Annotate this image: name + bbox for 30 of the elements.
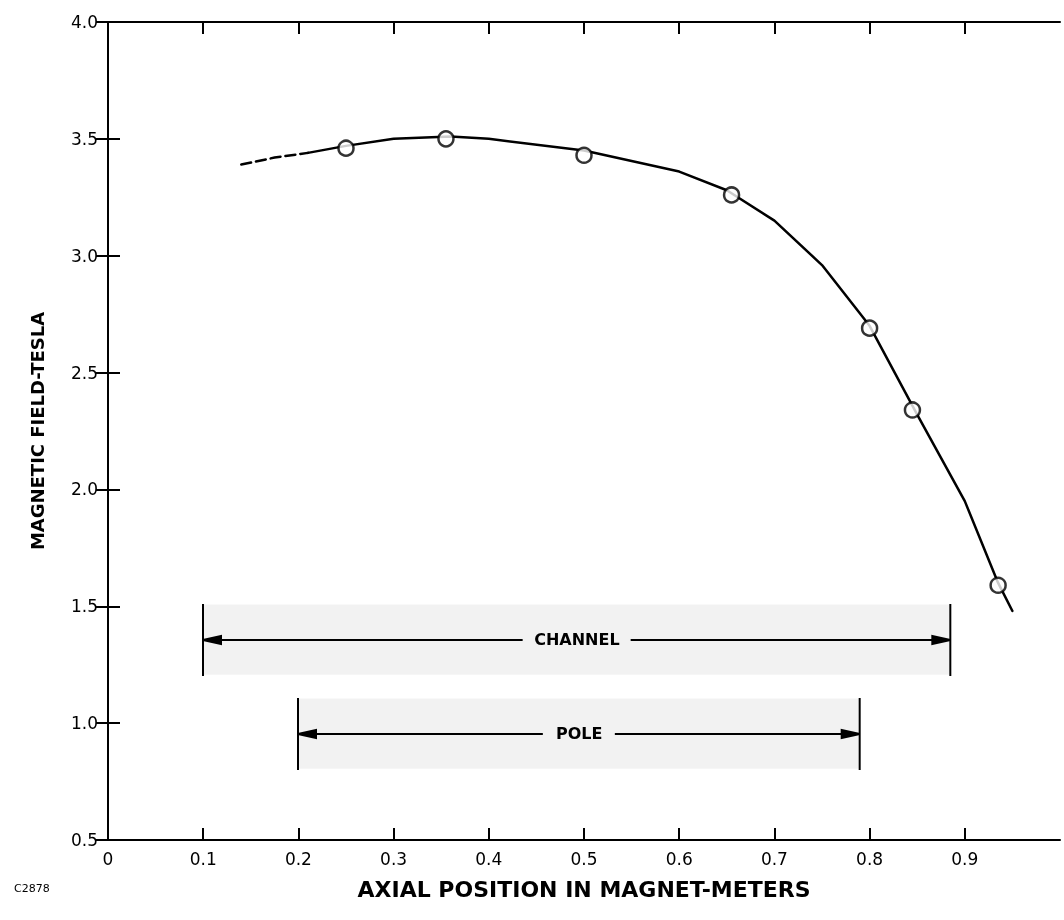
point (860, 319, 879, 337)
x-tick-label: 0.7 (760, 848, 788, 869)
point (989, 576, 1007, 594)
y-tick-label: 3.0 (70, 245, 98, 266)
point (575, 146, 593, 164)
x-tick-label: 0.9 (951, 848, 979, 869)
x-tick-label: 0 (102, 848, 114, 869)
x-axis-title: AXIAL POSITION IN MAGNET-METERS (357, 876, 811, 902)
band-label: POLE (556, 724, 603, 744)
y-tick-label: 4.0 (70, 12, 98, 32)
x-tick-label: 0.6 (665, 848, 693, 869)
x-tick-label: 0.3 (380, 848, 408, 869)
x-tick-label: 0.5 (570, 848, 598, 869)
y-tick-label: 3.5 (70, 128, 98, 149)
y-tick-label: 1.5 (70, 596, 98, 617)
point (722, 186, 741, 204)
x-tick-label: 0.4 (475, 848, 503, 869)
y-tick-label: 2.0 (70, 479, 98, 500)
x-tick-label: 0.2 (284, 848, 312, 869)
x-tick-label: 0.1 (189, 848, 217, 869)
y-tick-label: 1.0 (70, 713, 98, 734)
y-tick-label: 0.5 (70, 830, 98, 850)
band-label: CHANNEL (534, 630, 620, 650)
point (903, 401, 922, 419)
y-tick-label: 2.5 (70, 362, 98, 383)
text: C2878 (14, 882, 50, 895)
point (437, 130, 455, 148)
point (337, 139, 355, 157)
x-tick-label: 0.8 (856, 848, 884, 869)
y-axis-title: MAGNETIC FIELD-TESLA (26, 311, 48, 551)
